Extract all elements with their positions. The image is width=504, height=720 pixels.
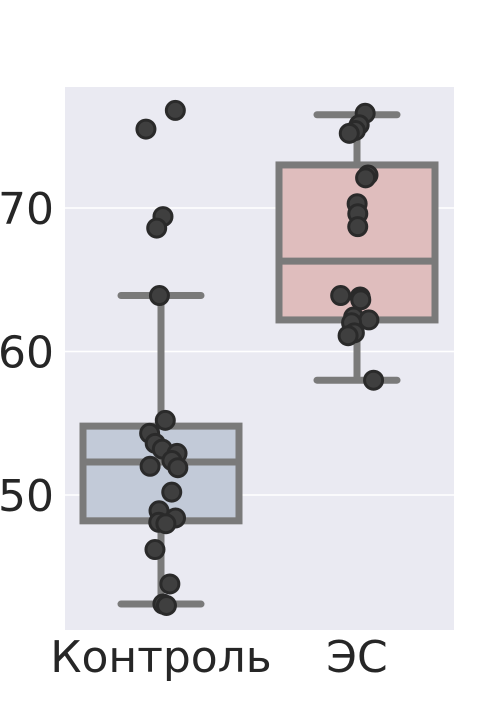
data-point	[347, 216, 369, 238]
data-point	[350, 289, 372, 311]
data-point	[363, 369, 385, 391]
x-category-label: ЭС	[326, 632, 387, 683]
data-point	[154, 409, 176, 431]
data-point	[155, 513, 177, 535]
data-point	[155, 594, 177, 616]
x-category-label: Контроль	[50, 632, 271, 683]
data-point	[164, 99, 186, 121]
data-point	[355, 167, 377, 189]
data-point	[139, 455, 161, 477]
data-point	[167, 457, 189, 479]
data-point	[337, 325, 359, 347]
y-tick-label: 60	[0, 328, 54, 379]
data-point	[144, 539, 166, 561]
data-point	[330, 285, 352, 307]
data-point	[148, 285, 170, 307]
data-point	[338, 122, 360, 144]
data-point	[146, 217, 168, 239]
data-point	[358, 309, 380, 331]
y-tick-label: 50	[0, 471, 54, 522]
data-point	[161, 481, 183, 503]
data-point	[135, 118, 157, 140]
y-tick-label: 70	[0, 184, 54, 235]
data-point	[159, 573, 181, 595]
